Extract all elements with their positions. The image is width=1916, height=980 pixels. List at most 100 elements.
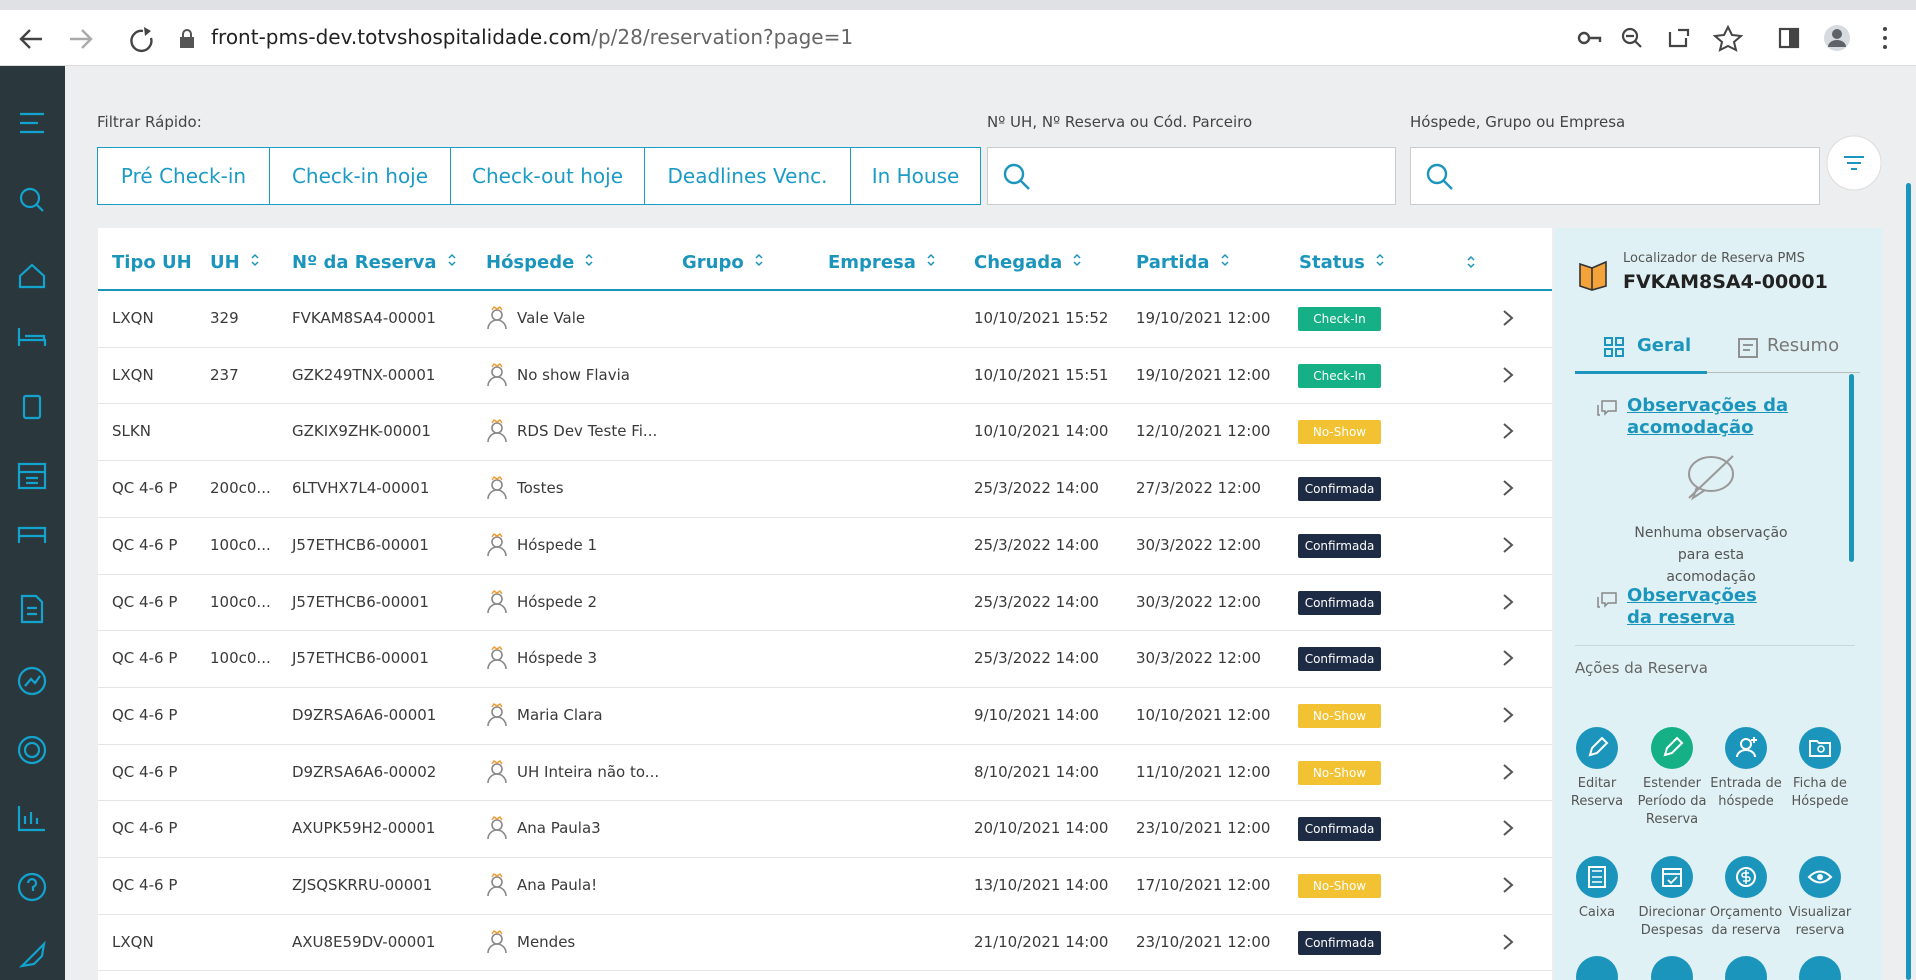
header-text: Status	[1299, 252, 1365, 273]
calendar-nav[interactable]	[17, 462, 47, 490]
scrollbar[interactable]	[1906, 183, 1911, 980]
row-open-chevron[interactable]	[1500, 478, 1516, 502]
action-button[interactable]	[1651, 727, 1693, 773]
header-text: Tipo UH	[112, 252, 192, 273]
locator-icon	[1579, 260, 1607, 291]
lock-icon	[180, 29, 194, 48]
cell: 100c0...	[210, 592, 271, 611]
action-button[interactable]	[1725, 856, 1767, 902]
cell: 17/10/2021 12:00	[1136, 876, 1271, 894]
action-label: Editar Reserva	[1570, 776, 1624, 809]
rocket-nav[interactable]	[18, 940, 46, 968]
column-header[interactable]: UH	[210, 252, 260, 273]
row-open-chevron[interactable]	[1500, 365, 1516, 389]
column-header[interactable]: Status	[1299, 252, 1385, 273]
obs-link[interactable]: Observações da acomodação	[1627, 395, 1789, 438]
cell: 27/3/2022 12:00	[1136, 479, 1261, 498]
action-label: Direcionar Despesas	[1638, 905, 1706, 938]
cell: 25/3/2022 14:00	[974, 649, 1099, 668]
action-button[interactable]	[1725, 727, 1767, 773]
home-nav[interactable]	[18, 263, 46, 289]
cell: 23/10/2021 12:00	[1136, 819, 1271, 838]
action-button[interactable]	[1576, 856, 1618, 902]
row-open-chevron[interactable]	[1500, 705, 1516, 729]
column-header[interactable]: Hóspede	[486, 252, 594, 273]
row-open-chevron[interactable]	[1500, 875, 1516, 899]
cell: 11/10/2021 12:00	[1136, 762, 1271, 781]
cell: 19/10/2021 12:00	[1136, 309, 1271, 327]
tab[interactable]: Resumo	[1767, 335, 1840, 356]
target-nav[interactable]	[17, 735, 47, 765]
quick-filter-button[interactable]: In House	[850, 147, 981, 205]
column-header[interactable]: Nº da Reserva	[292, 252, 457, 273]
guest-icon	[486, 476, 508, 504]
action-button[interactable]	[1576, 727, 1618, 773]
cell: SLKN	[112, 422, 151, 441]
cell: Tostes	[517, 479, 564, 498]
doc-nav[interactable]	[20, 594, 44, 624]
room-nav[interactable]	[17, 526, 47, 543]
cell: 10/10/2021 15:51	[974, 365, 1109, 384]
tab[interactable]: Geral	[1637, 335, 1692, 356]
cell: Hóspede 2	[517, 592, 598, 611]
search-icon	[1003, 163, 1030, 190]
row-open-chevron[interactable]	[1500, 421, 1516, 445]
quick-filter-button[interactable]: Deadlines Venc.	[644, 147, 851, 205]
action-button[interactable]	[1799, 856, 1841, 902]
browser-toolbar-icons[interactable]	[1570, 22, 1910, 54]
sort-icon[interactable]	[1466, 254, 1476, 274]
status-badge: Confirmada	[1298, 817, 1381, 842]
bed-nav[interactable]	[17, 328, 47, 346]
search-input[interactable]	[987, 147, 1396, 205]
search-input[interactable]	[1410, 147, 1820, 205]
guest-icon	[486, 532, 508, 561]
status-badge: Check-In	[1298, 307, 1381, 331]
help-nav[interactable]	[17, 872, 47, 902]
quick-filter-button[interactable]: Check-in hoje	[269, 147, 451, 205]
quick-filter-button[interactable]: Check-out hoje	[450, 147, 645, 205]
column-header[interactable]: Tipo UH	[112, 252, 192, 273]
chart-nav[interactable]	[17, 666, 47, 696]
row-open-chevron[interactable]	[1500, 648, 1516, 672]
cell: 6LTVHX7L4-00001	[292, 479, 430, 498]
column-header[interactable]: Chegada	[974, 252, 1082, 273]
row-open-chevron[interactable]	[1500, 818, 1516, 842]
cell: QC 4-6 P	[112, 479, 178, 498]
row-open-chevron[interactable]	[1500, 308, 1516, 332]
search-nav[interactable]	[19, 187, 44, 212]
cell: 13/10/2021 14:00	[974, 876, 1109, 894]
report-nav[interactable]	[17, 806, 45, 832]
cell: 200c0...	[210, 479, 271, 498]
action-button[interactable]	[1799, 727, 1841, 773]
nav-buttons[interactable]	[18, 24, 178, 54]
scrollbar[interactable]	[1849, 374, 1854, 562]
column-header[interactable]: Grupo	[682, 252, 764, 273]
status-badge: Confirmada	[1298, 533, 1381, 558]
cell: 8/10/2021 14:00	[974, 762, 1099, 781]
row-open-chevron[interactable]	[1500, 932, 1516, 956]
row-open-chevron[interactable]	[1500, 762, 1516, 786]
guest-icon	[486, 702, 508, 731]
action-button[interactable]	[1651, 856, 1693, 902]
guest-icon	[486, 929, 508, 958]
search-icon	[1426, 163, 1453, 190]
row-divider	[98, 857, 1552, 858]
cell: UH Inteira não to...	[517, 762, 660, 781]
sort-icon	[1375, 252, 1385, 273]
column-header[interactable]: Partida	[1136, 252, 1230, 273]
locator-code: FVKAM8SA4-00001	[1623, 271, 1828, 293]
header-rule	[98, 289, 1552, 291]
quick-filter-button[interactable]: Pré Check-in	[97, 147, 270, 205]
no-comment-icon	[1688, 455, 1734, 501]
advanced-filter-button[interactable]	[1826, 135, 1882, 191]
cell: 30/3/2022 12:00	[1136, 535, 1261, 554]
row-open-chevron[interactable]	[1500, 535, 1516, 559]
column-header[interactable]: Empresa	[828, 252, 936, 273]
menu-icon[interactable]	[20, 112, 44, 134]
url[interactable]: front-pms-dev.totvshospitalidade.com/p/2…	[211, 25, 853, 49]
row-open-chevron[interactable]	[1500, 592, 1516, 616]
tab-icon	[1604, 337, 1624, 357]
obs-link[interactable]: Observações da reserva	[1627, 585, 1757, 628]
guest-icon	[486, 362, 508, 391]
luggage-nav[interactable]	[22, 394, 42, 420]
